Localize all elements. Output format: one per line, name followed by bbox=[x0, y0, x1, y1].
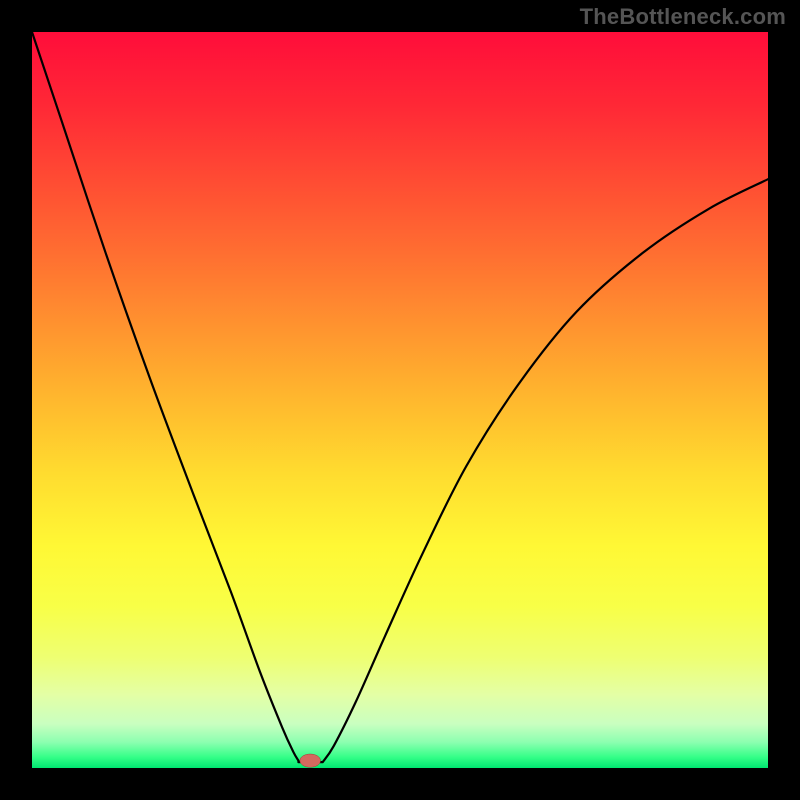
bottleneck-curve-chart bbox=[32, 32, 768, 768]
gradient-background bbox=[32, 32, 768, 768]
optimum-marker bbox=[300, 754, 321, 767]
plot-area bbox=[32, 32, 768, 768]
chart-frame: TheBottleneck.com bbox=[0, 0, 800, 800]
watermark-text: TheBottleneck.com bbox=[580, 4, 786, 30]
